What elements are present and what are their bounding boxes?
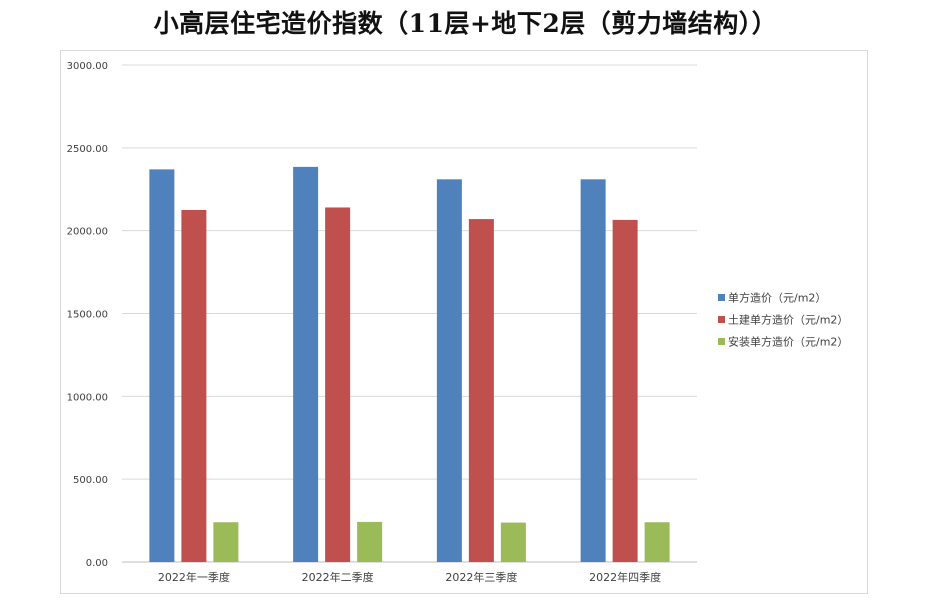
bar [580,179,606,562]
x-tick-label: 2022年一季度 [158,570,230,584]
y-tick-label: 3000.00 [67,61,108,72]
y-tick-label: 1500.00 [67,310,108,321]
chart-title: 小高层住宅造价指数（11层+地下2层（剪力墙结构）） [153,9,778,38]
bar [149,169,175,562]
legend-swatch [718,338,725,345]
gridlines [122,64,697,563]
bars [149,166,670,563]
legend: 单方造价（元/m2） 土建单方造价（元/m2） 安装单方造价（元/m2） [718,291,848,349]
x-tick-label: 2022年三季度 [445,570,517,584]
bar [357,521,383,562]
bar [644,522,670,562]
legend-swatch [718,294,725,301]
bar [612,219,638,563]
bar [181,209,207,563]
bar [325,207,351,562]
bar [436,179,462,562]
legend-label: 单方造价（元/m2） [728,291,826,305]
bar [213,522,239,562]
legend-label: 土建单方造价（元/m2） [728,313,848,327]
y-tick-label: 1000.00 [67,392,108,403]
y-tick-label: 500.00 [73,475,108,486]
legend-swatch [718,316,725,323]
y-axis-ticks: 0.00 500.00 1000.00 1500.00 2000.00 2500.00 30… [67,61,108,569]
x-tick-label: 2022年四季度 [589,570,661,584]
bar [500,522,526,562]
y-tick-label: 2000.00 [67,227,108,238]
y-tick-label: 0.00 [86,558,108,569]
bar [468,219,494,562]
x-axis: 2022年一季度 2022年二季度 2022年三季度 2022年四季度 [158,570,661,584]
chart-frame [60,50,868,594]
x-tick-label: 2022年二季度 [302,570,374,584]
bar [293,166,319,562]
y-tick-label: 2500.00 [67,144,108,155]
legend-label: 安装单方造价（元/m2） [728,335,848,349]
